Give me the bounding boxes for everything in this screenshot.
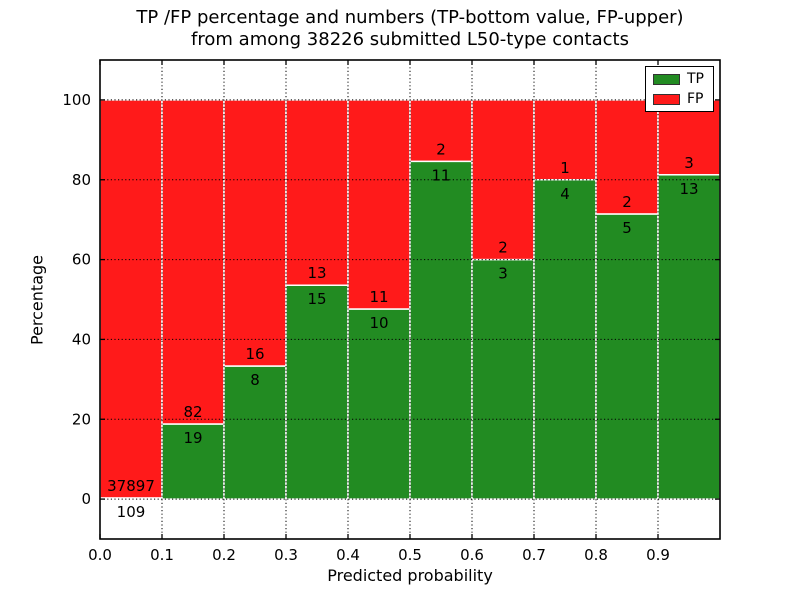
bar-segment-fp bbox=[471, 99, 535, 261]
x-tick-label: 0.2 bbox=[212, 546, 236, 564]
tp-count-label: 13 bbox=[679, 180, 698, 198]
bar-segment-tp bbox=[161, 423, 225, 500]
y-tick-label: 100 bbox=[62, 91, 91, 109]
bar-segment-tp bbox=[347, 308, 411, 500]
tp-count-label: 11 bbox=[431, 166, 450, 184]
x-tick-label: 0.0 bbox=[88, 546, 112, 564]
bar-segment-fp bbox=[223, 99, 287, 367]
x-tick-label: 0.8 bbox=[584, 546, 608, 564]
bar-segment-tp bbox=[285, 284, 349, 500]
fp-count-label: 37897 bbox=[107, 477, 155, 495]
legend-label-tp: TP bbox=[687, 71, 704, 87]
x-tick-label: 0.7 bbox=[522, 546, 546, 564]
bar-segment-tp bbox=[657, 174, 721, 500]
fp-count-label: 2 bbox=[622, 193, 632, 211]
bar-segment-fp bbox=[99, 99, 163, 499]
tp-count-label: 19 bbox=[183, 429, 202, 447]
x-tick-label: 0.4 bbox=[336, 546, 360, 564]
tp-count-label: 10 bbox=[369, 314, 388, 332]
fp-count-label: 3 bbox=[684, 154, 694, 172]
fp-count-label: 2 bbox=[498, 239, 508, 257]
bar-segment-fp bbox=[161, 99, 225, 425]
x-axis-title: Predicted probability bbox=[327, 566, 493, 585]
legend-item-fp: FP bbox=[653, 92, 709, 106]
legend-item-tp: TP bbox=[653, 72, 709, 86]
x-tick-label: 0.3 bbox=[274, 546, 298, 564]
bar-segment-tp bbox=[471, 258, 535, 500]
bar-segment-tp bbox=[595, 213, 659, 500]
fp-count-label: 1 bbox=[560, 159, 570, 177]
bar-segment-fp bbox=[595, 99, 659, 215]
y-tick-label: 20 bbox=[72, 410, 91, 428]
tp-count-label: 109 bbox=[117, 503, 146, 521]
tp-count-label: 3 bbox=[498, 265, 508, 283]
x-tick-label: 0.6 bbox=[460, 546, 484, 564]
legend-label-fp: FP bbox=[687, 91, 704, 107]
tp-count-label: 8 bbox=[250, 371, 260, 389]
fp-swatch bbox=[653, 93, 680, 105]
chart-title: TP /FP percentage and numbers (TP-bottom… bbox=[20, 7, 800, 51]
y-axis-title: Percentage bbox=[27, 254, 47, 346]
fp-count-label: 13 bbox=[307, 264, 326, 282]
chart-title-line1: TP /FP percentage and numbers (TP-bottom… bbox=[136, 7, 684, 28]
y-tick-label: 60 bbox=[72, 251, 91, 269]
y-tick-label: 80 bbox=[72, 171, 91, 189]
legend: TP FP bbox=[645, 66, 714, 112]
fp-count-label: 16 bbox=[245, 345, 264, 363]
x-tick-label: 0.1 bbox=[150, 546, 174, 564]
y-tick-label: 40 bbox=[72, 330, 91, 348]
bar-segment-fp bbox=[657, 99, 721, 176]
tp-count-label: 5 bbox=[622, 219, 632, 237]
fp-count-label: 2 bbox=[436, 140, 446, 158]
bar-segment-fp bbox=[347, 99, 411, 310]
y-tick-label: 0 bbox=[81, 490, 91, 508]
chart-title-line2: from among 38226 submitted L50-type cont… bbox=[191, 29, 629, 50]
bar-segment-tp bbox=[409, 160, 473, 500]
tp-count-label: 4 bbox=[560, 185, 570, 203]
bar-segment-fp bbox=[409, 99, 473, 163]
fp-count-label: 11 bbox=[369, 288, 388, 306]
fp-count-label: 82 bbox=[183, 403, 202, 421]
tp-swatch bbox=[653, 73, 680, 85]
x-tick-label: 0.5 bbox=[398, 546, 422, 564]
bar-segment-fp bbox=[285, 99, 349, 286]
x-tick-label: 0.9 bbox=[646, 546, 670, 564]
tp-count-label: 15 bbox=[307, 290, 326, 308]
